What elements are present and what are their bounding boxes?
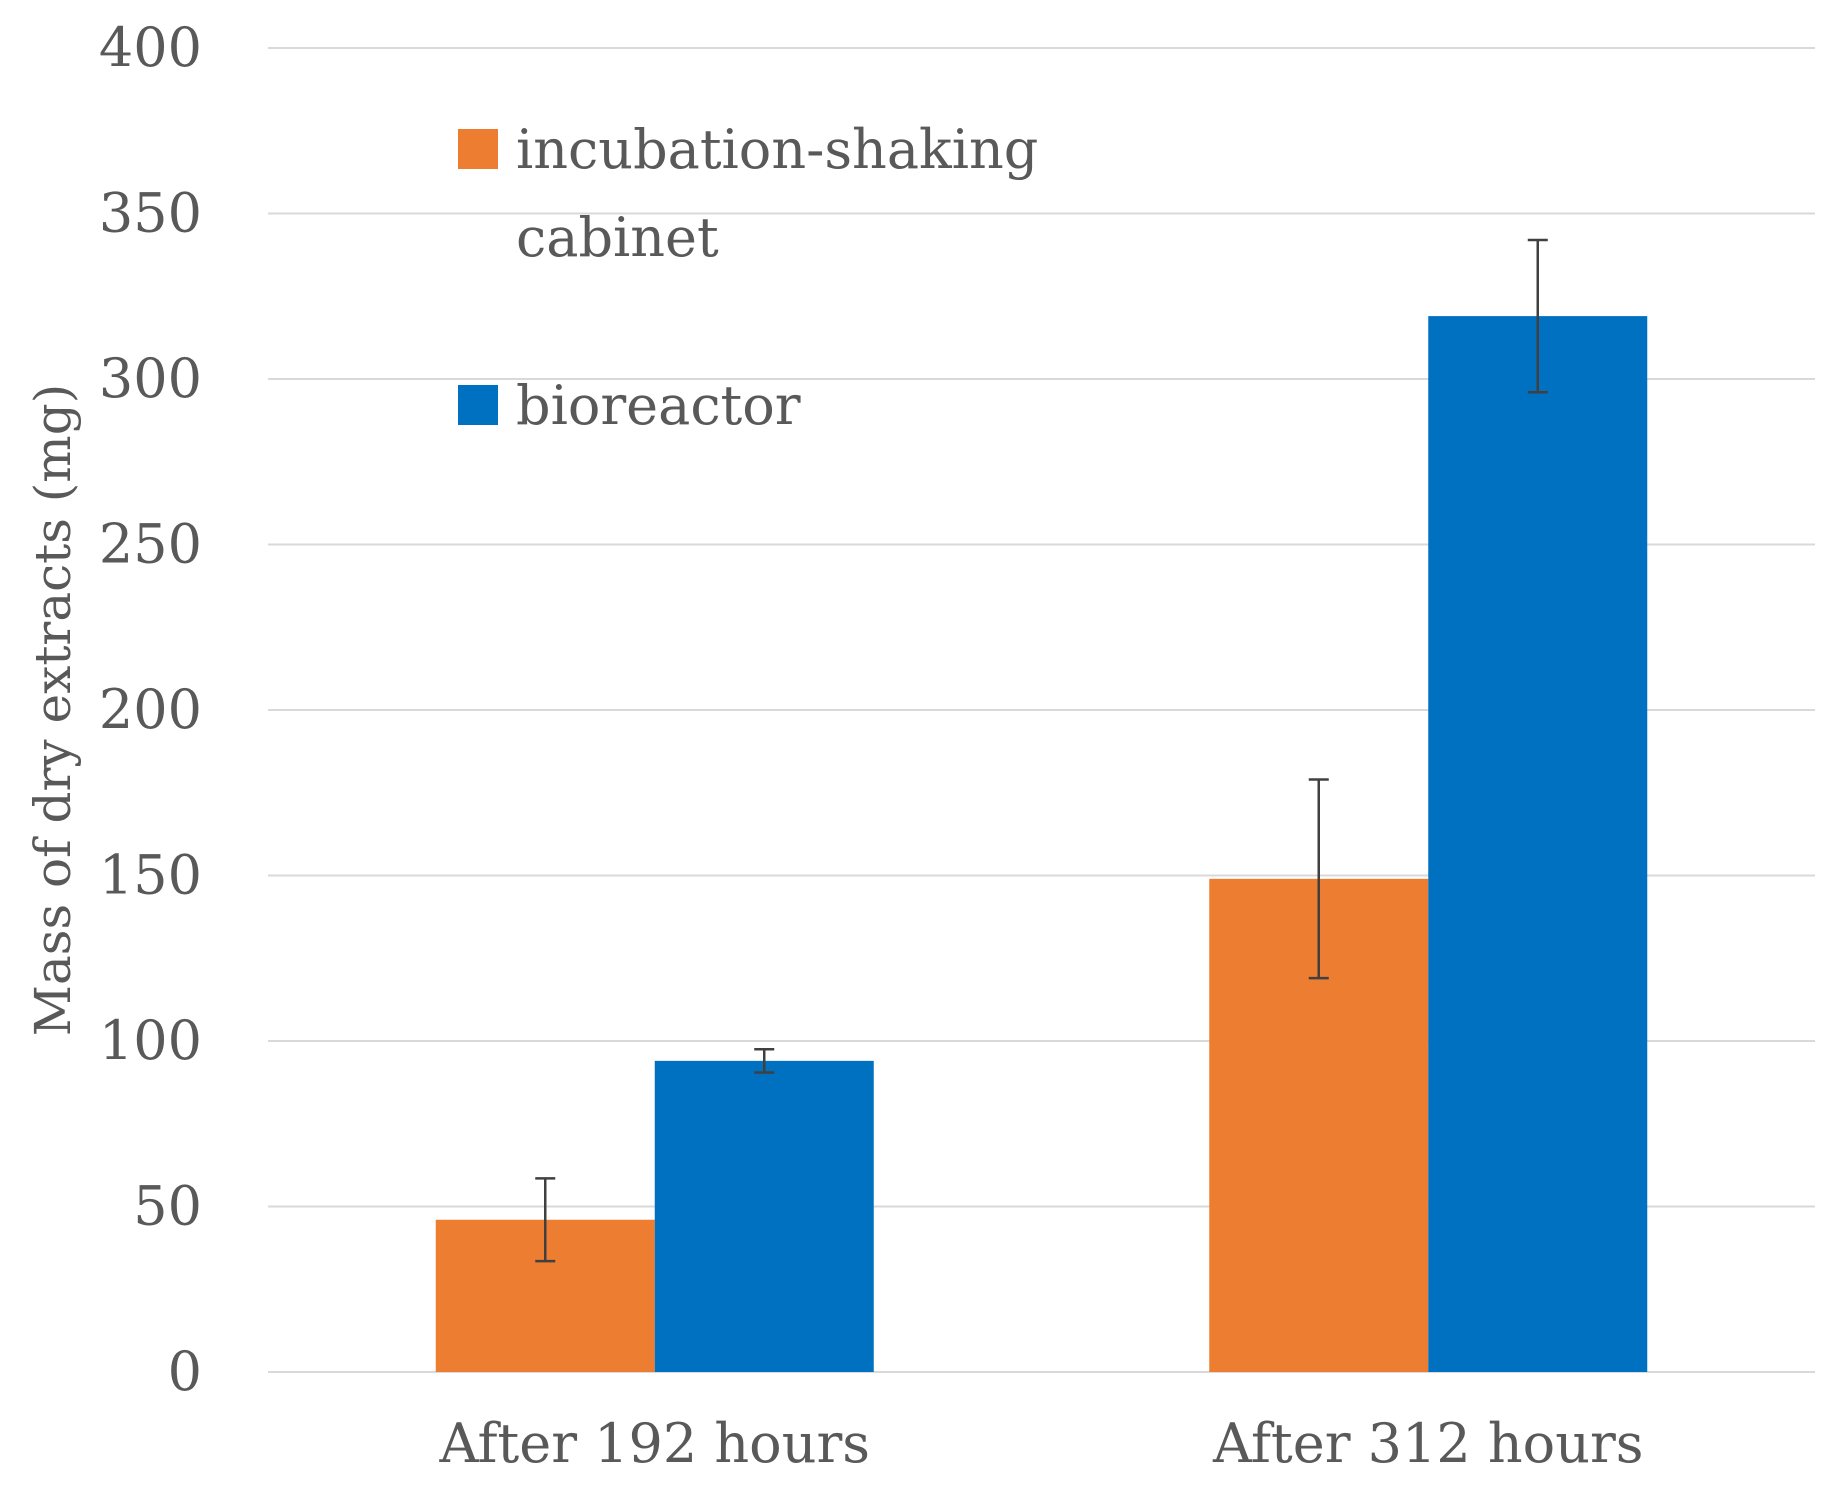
error-bars xyxy=(535,238,1548,1263)
y-tick-label: 0 xyxy=(168,1340,202,1403)
y-tick-label: 350 xyxy=(99,182,202,245)
y-tick-label: 50 xyxy=(133,1175,202,1238)
legend: incubation-shaking cabinet bioreactor xyxy=(458,118,1038,437)
y-axis-title: Mass of dry extracts (mg) xyxy=(24,384,82,1036)
legend-label: cabinet xyxy=(516,206,719,269)
x-category-label: After 312 hours xyxy=(1212,1412,1644,1475)
x-axis-categories: After 192 hours After 312 hours xyxy=(439,1412,1644,1475)
y-tick-label: 150 xyxy=(99,844,202,907)
y-tick-label: 200 xyxy=(99,678,202,741)
error-bar xyxy=(535,1177,556,1263)
gridlines xyxy=(268,47,1815,1373)
bars xyxy=(435,316,1648,1372)
legend-label: bioreactor xyxy=(516,374,801,437)
y-tick-label: 100 xyxy=(99,1009,202,1072)
error-bar xyxy=(754,1048,775,1074)
y-tick-label: 400 xyxy=(99,16,202,79)
legend-item: bioreactor xyxy=(458,374,801,437)
error-bar xyxy=(1308,778,1329,980)
legend-item: incubation-shaking cabinet xyxy=(458,118,1038,269)
y-axis-ticks: 0 50 100 150 200 250 300 350 400 xyxy=(99,16,202,1403)
y-tick-label: 250 xyxy=(99,513,202,576)
legend-swatch xyxy=(458,129,498,169)
bar-bioreactor-1 xyxy=(654,1060,874,1372)
legend-swatch xyxy=(458,385,498,425)
y-tick-label: 300 xyxy=(99,347,202,410)
error-bar xyxy=(1527,238,1548,394)
x-category-label: After 192 hours xyxy=(439,1412,871,1475)
bar-bioreactor-2 xyxy=(1428,316,1648,1372)
legend-label: incubation-shaking xyxy=(516,118,1038,181)
